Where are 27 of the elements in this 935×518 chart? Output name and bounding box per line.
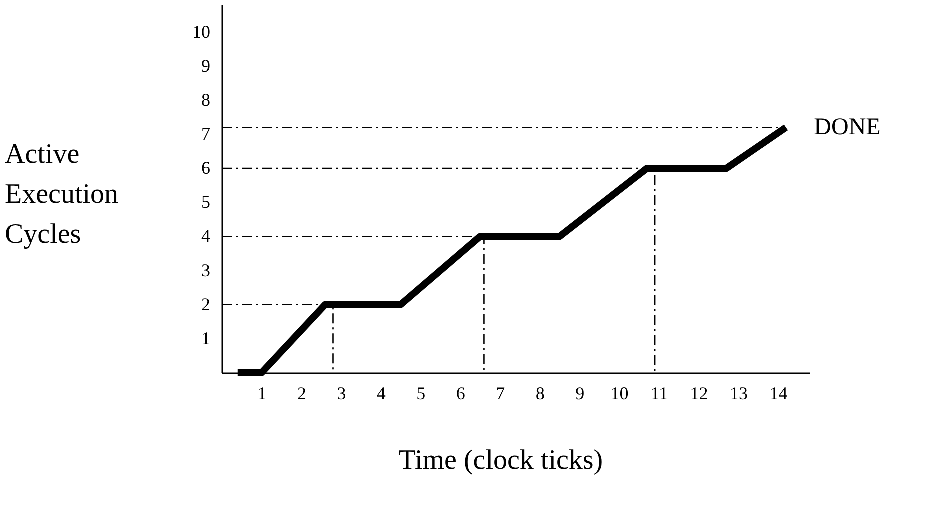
y-tick-label: 3 — [202, 260, 210, 280]
y-tick-label: 2 — [202, 294, 210, 314]
x-tick-label: 6 — [456, 384, 466, 404]
x-tick-label: 4 — [376, 384, 386, 404]
x-tick-label: 8 — [536, 384, 545, 404]
x-tick-label: 9 — [576, 384, 585, 404]
x-tick-label: 10 — [610, 384, 629, 404]
y-tick-label: 5 — [202, 192, 210, 212]
y-tick-label: 8 — [202, 90, 210, 110]
x-tick-label: 5 — [416, 384, 426, 404]
y-tick-label: 7 — [202, 124, 210, 144]
x-tick-label: 11 — [650, 384, 668, 404]
x-tick-label: 1 — [258, 384, 267, 404]
annotation: DONE — [814, 114, 881, 141]
y-axis-title: Active Execution Cycles — [5, 139, 119, 250]
x-axis-title: Time (clock ticks) — [398, 445, 604, 476]
x-tick-label: 2 — [297, 384, 306, 404]
x-tick-label: 3 — [337, 384, 346, 404]
x-tick-label: 12 — [690, 384, 708, 404]
y-tick-label: 9 — [202, 56, 210, 76]
x-tick-label: 13 — [730, 384, 748, 404]
y-tick-label: 4 — [202, 226, 210, 246]
x-tick-label: 7 — [496, 384, 506, 404]
x-tick-label: 14 — [770, 384, 788, 404]
y-tick-label: 1 — [202, 328, 210, 348]
y-tick-label: 10 — [192, 22, 210, 42]
y-tick-label: 6 — [202, 158, 210, 178]
